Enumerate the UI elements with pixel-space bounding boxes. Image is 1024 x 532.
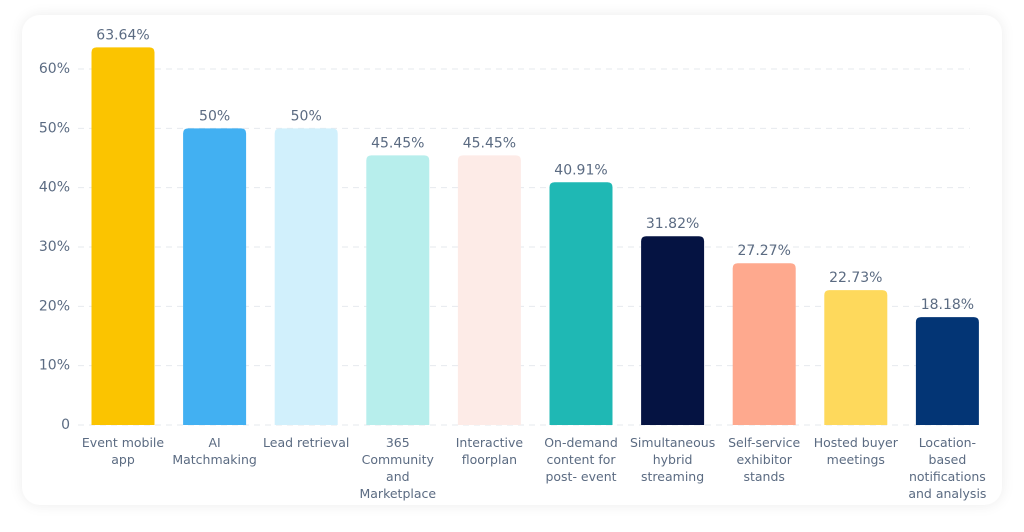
value-label: 18.18% <box>921 297 974 313</box>
x-tick-label: Event mobile app <box>81 435 165 467</box>
x-tick-label: On-demand content for post- event <box>544 435 618 484</box>
value-label: 40.91% <box>554 162 607 178</box>
x-tick-label: AI Matchmaking <box>172 435 257 467</box>
y-tick-label: 60% <box>39 61 70 77</box>
x-tick-label: Simultaneous hybrid streaming <box>629 435 716 484</box>
value-label: 50% <box>291 108 322 124</box>
value-label: 45.45% <box>371 135 424 151</box>
value-label: 22.73% <box>829 270 882 286</box>
x-tick-label: Location-based notifications and analysi… <box>908 435 987 501</box>
bar <box>732 263 796 425</box>
bar <box>457 155 521 425</box>
bar <box>183 128 247 425</box>
bar <box>274 128 338 425</box>
x-tick-label: 365 Community and Marketplace <box>359 435 437 501</box>
value-label: 63.64% <box>96 27 149 43</box>
value-label: 27.27% <box>738 243 791 259</box>
bar <box>366 155 430 425</box>
y-tick-label: 40% <box>39 180 70 196</box>
x-tick-label: Lead retrieval <box>263 435 350 450</box>
bar <box>641 236 705 425</box>
value-label: 31.82% <box>646 216 699 232</box>
bar <box>549 182 613 425</box>
y-tick-label: 10% <box>39 358 70 374</box>
bar <box>915 317 979 425</box>
y-tick-label: 0 <box>61 417 70 433</box>
value-label: 45.45% <box>463 135 516 151</box>
x-tick-label: Hosted buyer meetings <box>813 435 898 467</box>
bar <box>824 290 888 425</box>
y-tick-label: 20% <box>39 298 70 314</box>
bar <box>91 47 155 425</box>
x-tick-label: Self-service exhibitor stands <box>728 435 801 484</box>
y-tick-label: 30% <box>39 239 70 255</box>
x-tick-label: Interactive floorplan <box>455 435 524 467</box>
y-tick-label: 50% <box>39 120 70 136</box>
value-label: 50% <box>199 108 230 124</box>
